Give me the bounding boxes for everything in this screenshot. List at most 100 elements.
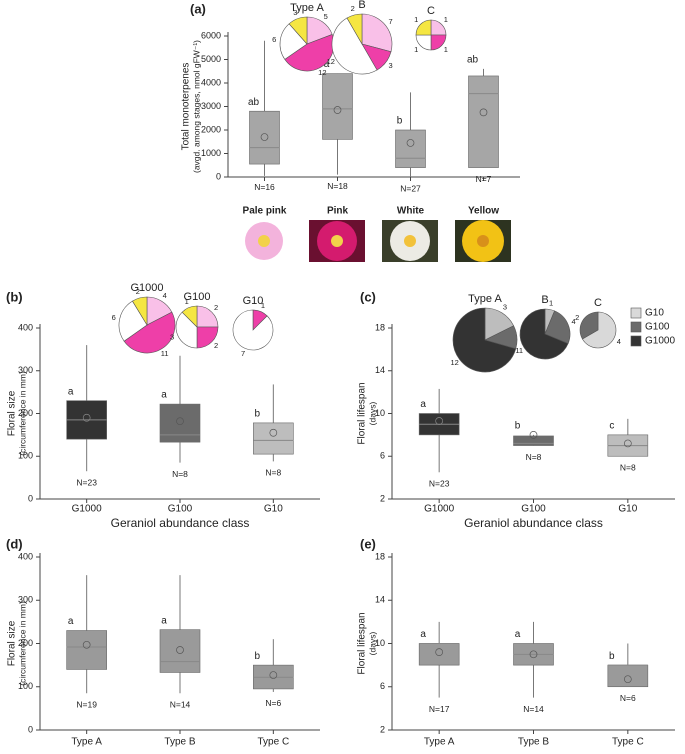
pie-slice-label: 1 (261, 301, 265, 310)
pie-slice-label: 1 (414, 45, 418, 54)
pie-slice (123, 311, 176, 354)
flower-center (331, 235, 343, 247)
mean-marker (176, 417, 184, 426)
n-label: N=17 (429, 704, 450, 714)
pie-slice (288, 16, 308, 45)
x-tick-label: Type B (518, 737, 549, 748)
mean-marker (176, 646, 184, 654)
pie-slice (582, 311, 617, 349)
significance-letter: b (255, 651, 261, 662)
pie-title: G10 (243, 295, 264, 307)
pie-title: C (427, 5, 435, 17)
y-axis-label: Total monoterpenes (181, 63, 192, 151)
y-tick-label: 0 (28, 493, 33, 503)
n-label: N=23 (429, 479, 450, 489)
y-tick-label: 2 (380, 493, 385, 503)
pie-title: C (594, 297, 602, 309)
pie-slice-label: 2 (136, 287, 140, 296)
y-tick-label: 100 (18, 681, 33, 691)
pie-slice (279, 23, 308, 60)
legend-label: G1000 (645, 336, 675, 347)
mean-marker (435, 417, 444, 425)
pie-slice-label: 5 (324, 12, 328, 21)
significance-letter: a (161, 390, 167, 401)
y-tick-label: 10 (375, 638, 385, 648)
legend-label: G10 (645, 308, 664, 319)
box (253, 422, 294, 455)
pie-slice (181, 305, 198, 328)
legend-label: G100 (645, 322, 670, 333)
significance-letter: b (515, 421, 521, 432)
mean-marker (435, 648, 444, 657)
x-tick-label: White (397, 206, 425, 217)
n-label: N=8 (526, 452, 542, 462)
flower-center (258, 235, 270, 247)
x-tick-label: G1000 (72, 504, 102, 515)
y-axis-label: (circumference in mm) (17, 601, 27, 686)
n-label: N=27 (400, 183, 421, 193)
mean-marker (82, 640, 91, 649)
x-axis-label: Geraniol abundance class (111, 516, 250, 530)
box (513, 435, 554, 446)
mean-marker (260, 133, 269, 141)
n-label: N=8 (620, 463, 636, 473)
pie-slice (579, 311, 599, 340)
y-tick-label: 0 (28, 724, 33, 734)
n-label: N=16 (254, 182, 275, 192)
panel-label: (e) (360, 536, 376, 551)
y-tick-label: 3000 (201, 101, 221, 111)
y-tick-label: 5000 (201, 54, 221, 64)
mean-marker (529, 650, 538, 659)
mean-marker (333, 106, 342, 114)
significance-letter: a (420, 399, 426, 410)
significance-letter: a (515, 629, 521, 640)
panel-label: (b) (6, 289, 23, 304)
box (468, 75, 499, 168)
significance-letter: a (420, 629, 426, 640)
box (66, 630, 107, 670)
pie-slice (196, 305, 219, 328)
mean-marker (269, 428, 278, 437)
x-tick-label: G1000 (424, 504, 454, 515)
x-tick-label: G10 (264, 504, 283, 515)
pie-slice-label: 2 (575, 313, 579, 322)
x-tick-label: Type C (612, 737, 644, 748)
y-tick-label: 6 (380, 451, 385, 461)
x-tick-label: G10 (618, 504, 637, 515)
y-axis-label: Floral lifespan (357, 382, 368, 444)
y-tick-label: 14 (375, 595, 385, 605)
pie-slice (331, 17, 378, 75)
y-axis-label: Floral size (7, 390, 18, 436)
significance-letter: ab (467, 55, 479, 66)
flower-center (404, 235, 416, 247)
pie-slice-label: 4 (617, 337, 621, 346)
pie-slice-label: 12 (318, 68, 326, 77)
n-label: N=8 (265, 468, 281, 478)
flower-photos (236, 220, 511, 262)
mean-marker (623, 439, 632, 448)
x-tick-label: G100 (168, 504, 193, 515)
y-tick-label: 10 (375, 408, 385, 418)
pie-slice-label: 3 (503, 303, 507, 312)
y-tick-label: 18 (375, 322, 385, 332)
legend-swatch (630, 335, 642, 347)
pie-slice (132, 296, 148, 327)
mean-marker (623, 675, 632, 684)
pie-slice (452, 307, 517, 373)
n-label: N=6 (265, 698, 281, 708)
mean-marker (406, 139, 415, 147)
pie-slice (118, 300, 148, 342)
panel-label: (a) (190, 1, 206, 16)
pie-slice (232, 309, 274, 351)
significance-letter: a (68, 386, 74, 397)
box (249, 110, 280, 165)
y-axis-label: (days) (367, 402, 377, 426)
y-tick-label: 14 (375, 365, 385, 375)
pie-slice-label: 1 (185, 297, 189, 306)
legend-swatch (630, 307, 642, 319)
y-tick-label: 18 (375, 551, 385, 561)
mean-marker (479, 108, 488, 117)
pie-slice (196, 326, 219, 349)
pie-slice-label: 12 (451, 358, 459, 367)
